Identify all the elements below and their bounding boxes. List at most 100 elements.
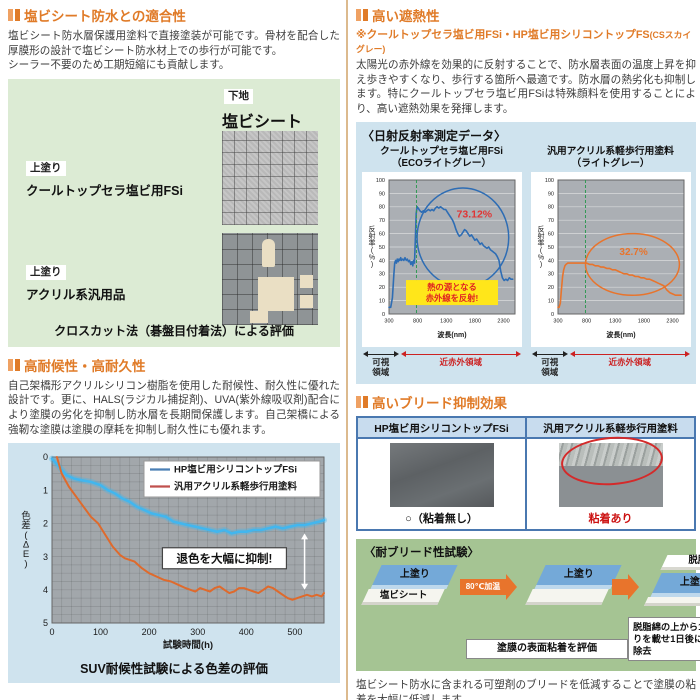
sample-stack-2: 上塗り xyxy=(524,564,624,621)
svg-text:70: 70 xyxy=(378,218,384,224)
bleed-test-title: 〈耐ブリード性試験〉 xyxy=(364,546,479,559)
svg-text:0: 0 xyxy=(49,627,54,637)
column-header-generic: 汎用アクリル系軽歩行用塗料 xyxy=(526,416,695,438)
topcoat-label: 上塗り xyxy=(399,568,430,580)
svg-text:5: 5 xyxy=(43,618,48,628)
double-arrow-icon xyxy=(400,351,521,357)
pvc-sheet-label: 塩ビシート xyxy=(379,589,428,601)
nir-range-segment: 近赤外領域 xyxy=(400,350,522,378)
cotton-layer: 脱脂綿 xyxy=(660,554,700,570)
svg-text:0: 0 xyxy=(381,312,384,318)
svg-text:2300: 2300 xyxy=(497,318,509,324)
topcoat-layer: 上塗り xyxy=(534,564,622,589)
nir-range-label: 近赤外領域 xyxy=(439,357,482,368)
tack-caption: 粘着あり xyxy=(588,512,633,525)
nir-range-label: 近赤外領域 xyxy=(608,357,651,368)
svg-text:90: 90 xyxy=(378,191,384,197)
bullet-square-icon xyxy=(362,9,368,21)
svg-text:1800: 1800 xyxy=(637,318,649,324)
bullet-square-icon xyxy=(14,9,20,21)
weatherability-body-text: 自己架橋形アクリルシリコン樹脂を使用した耐候性、耐久性に優れた設計です。更に、H… xyxy=(8,379,340,436)
crosscut-photo-acrylic xyxy=(222,232,318,325)
bleed-test-diagram-panel: 〈耐ブリード性試験〉 上塗り 塩ビシート 80℃加温 上塗り 脱脂綿 xyxy=(356,538,700,671)
bleed-body-text: 塩ビシート防水に含まれる可塑剤のブリードを低減することで塗膜の粘着を大幅に低減し… xyxy=(356,678,696,700)
double-arrow-icon xyxy=(362,351,400,357)
sample-stack-3: 脱脂綿 上塗り xyxy=(643,554,700,611)
svg-text:70: 70 xyxy=(547,218,553,224)
reflectance-chart-col-fsi: クールトップセラ塩ビ用FSi （ECOライトグレー） 300 800 1300 180… xyxy=(361,146,522,378)
svg-text:60: 60 xyxy=(378,231,384,237)
bullet-square-icon xyxy=(356,9,361,21)
peel-patch xyxy=(262,238,275,267)
coat-tag: 上塗り xyxy=(26,264,66,280)
double-arrow-icon xyxy=(531,351,569,357)
table-header-row: HP塩ビ用シリコントップFSi 汎用アクリル系軽歩行用塗料 xyxy=(357,416,695,438)
section-heading-bleed: 高いブリード抑制効果 xyxy=(356,392,696,412)
pvc-sheet-layer: 塩ビシート xyxy=(361,588,445,605)
svg-text:赤外線を反射!: 赤外線を反射! xyxy=(425,293,478,303)
heat-shield-body-text: 太陽光の赤外線を効果的に反射することで、防水層表面の温度上昇を抑え歩きやすくなり… xyxy=(356,59,696,115)
visible-range-segment: 可視 領域 xyxy=(531,350,569,378)
peel-patch xyxy=(300,294,313,308)
peel-patch xyxy=(250,310,268,323)
svg-text:30: 30 xyxy=(547,272,553,278)
heading-text: 高耐候性・高耐久性 xyxy=(24,358,146,374)
coat-tag: 上塗り xyxy=(26,160,66,176)
svg-text:30: 30 xyxy=(378,272,384,278)
base-tag: 下地 xyxy=(224,88,253,104)
crosscut-caption: クロスカット法（碁盤目付着法）による評価 xyxy=(54,323,294,338)
heading-text: 高いブリード抑制効果 xyxy=(372,395,507,411)
svg-text:200: 200 xyxy=(142,627,157,637)
visible-range-label: 可視 領域 xyxy=(372,357,390,378)
svg-text:300: 300 xyxy=(384,318,393,324)
svg-text:500: 500 xyxy=(287,627,302,637)
crosscut-photo-fsi xyxy=(222,130,318,225)
bleed-photo-fsi xyxy=(389,442,494,507)
section-heading-heat-shield: 高い遮熱性 xyxy=(356,5,696,25)
svg-text:退色を大幅に抑制!: 退色を大幅に抑制! xyxy=(177,552,273,566)
svg-text:73.12%: 73.12% xyxy=(456,208,492,220)
reflectance-chart-generic: 300 800 1300 1800 2300 0 10 20 30 40 50 60 70 80 90 100… xyxy=(533,174,691,340)
svg-text:50: 50 xyxy=(378,245,384,251)
svg-text:色差(ΔE): 色差(Δ E) xyxy=(21,510,31,569)
bullet-square-icon xyxy=(14,358,20,371)
reflectance-panel-title: 〈日射反射率測定データ〉 xyxy=(362,129,507,144)
heading-text: 塩ビシート防水との適合性 xyxy=(24,9,186,24)
reflect1-svg: 300 800 1300 1800 2300 0 10 20 30 40 50 60 70 80 90 100… xyxy=(368,178,515,339)
chart2-title: 汎用アクリル系軽歩行用塗料 （ライトグレー） xyxy=(547,146,674,170)
svg-text:50: 50 xyxy=(547,245,553,251)
reflectance-chart-col-generic: 汎用アクリル系軽歩行用塗料 （ライトグレー） 300 800 1300 1800 230… xyxy=(530,146,691,378)
peel-patch xyxy=(258,276,294,311)
svg-text:2: 2 xyxy=(43,519,48,529)
svg-text:HP塩ビ用シリコントップFSi: HP塩ビ用シリコントップFSi xyxy=(174,464,297,476)
visible-range-segment: 可視 領域 xyxy=(362,350,400,378)
solar-reflectance-panel: 〈日射反射率測定データ〉 クールトップセラ塩ビ用FSi （ECOライトグレー） … xyxy=(356,122,696,384)
svg-text:1800: 1800 xyxy=(468,318,480,324)
base-material-label: 塩ビシート xyxy=(222,113,303,131)
suv-svg: 0 100 200 300 400 500 0 1 2 3 4 5 試験時間(h) 色差(Δ E) 退色を大幅… xyxy=(21,452,328,651)
svg-text:3: 3 xyxy=(43,552,48,562)
svg-text:80: 80 xyxy=(378,205,384,211)
svg-text:20: 20 xyxy=(547,285,553,291)
svg-text:0: 0 xyxy=(550,312,553,318)
section-heading-compatibility: 塩ビシート防水との適合性 xyxy=(8,5,340,25)
svg-text:汎用アクリル系軽歩行用塗料: 汎用アクリル系軽歩行用塗料 xyxy=(174,481,298,493)
svg-text:300: 300 xyxy=(553,318,562,324)
heading-text: 高い遮熱性 xyxy=(372,9,440,24)
topcoat-label: 上塗り xyxy=(679,576,700,588)
procedure-box: 脱脂綿の上から1kgの重りを載せ1日後に脱脂綿を除去 xyxy=(628,616,700,662)
evaluation-box: 塗膜の表面粘着を評価 xyxy=(466,638,628,660)
product2-label: アクリル系汎用品 xyxy=(26,287,126,302)
svg-text:800: 800 xyxy=(413,318,422,324)
svg-text:10: 10 xyxy=(547,298,553,304)
right-column: 高い遮熱性 ※クールトップセラ塩ビ用FSi・HP塩ビ用シリコントップFS(CSス… xyxy=(356,2,700,700)
svg-text:1300: 1300 xyxy=(440,318,452,324)
svg-text:100: 100 xyxy=(544,178,553,184)
svg-text:10: 10 xyxy=(378,298,384,304)
bullet-square-icon xyxy=(8,9,13,21)
svg-text:波長(nm): 波長(nm) xyxy=(606,330,635,339)
column-divider xyxy=(346,0,348,700)
svg-text:熱の源となる: 熱の源となる xyxy=(427,282,477,292)
cell-fsi: ○（粘着無し） xyxy=(357,437,526,530)
wavelength-range-bar: 可視 領域 近赤外領域 xyxy=(362,350,522,378)
